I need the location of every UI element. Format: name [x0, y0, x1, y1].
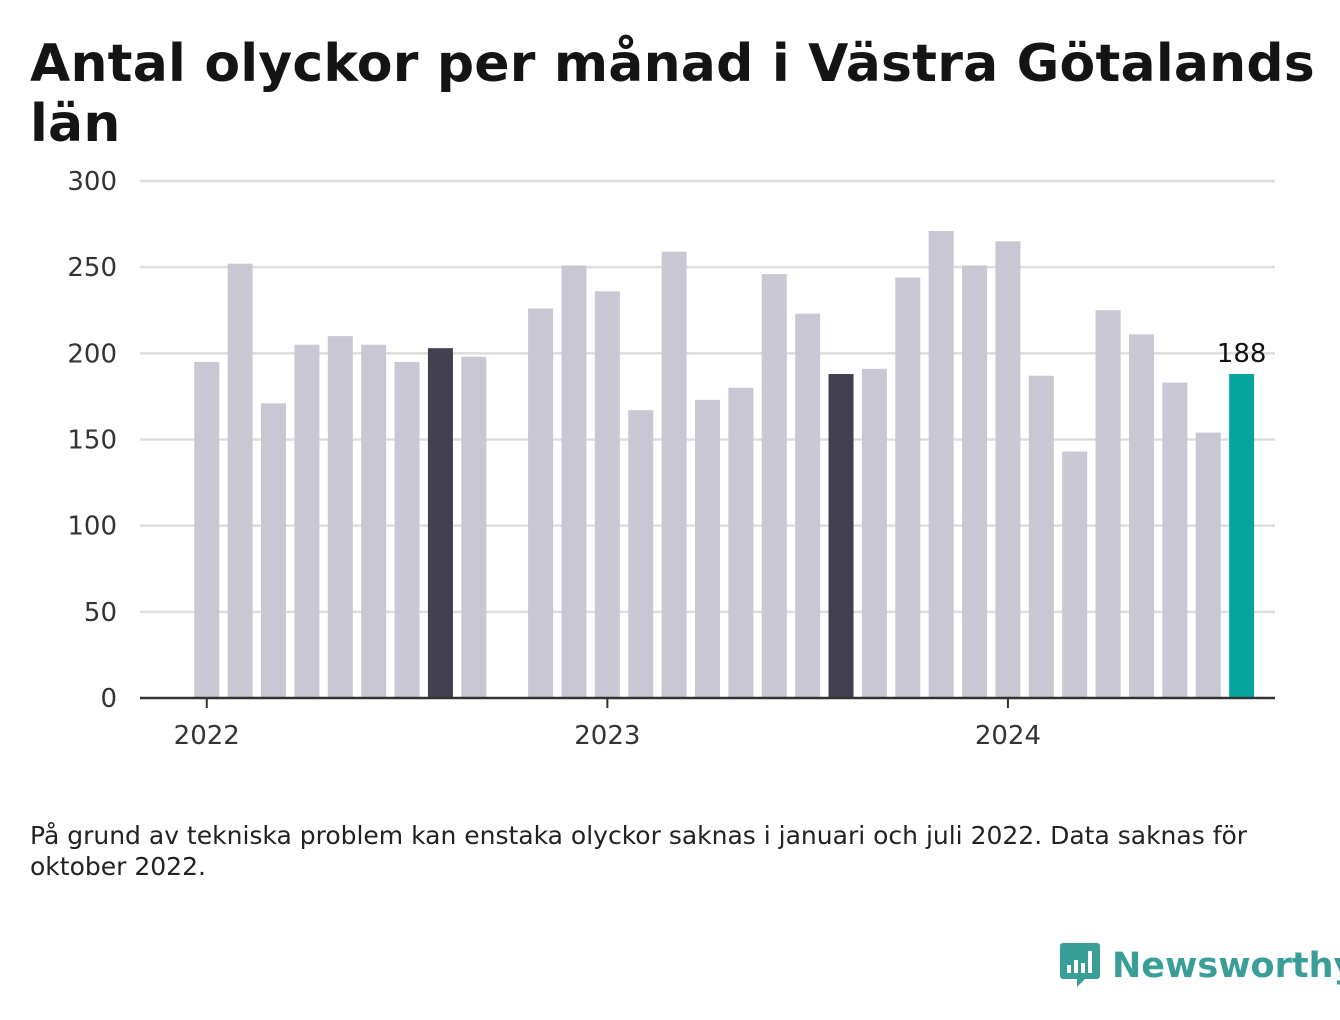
bar-2022-07	[394, 361, 420, 698]
data-labels: 188	[1217, 339, 1267, 369]
y-tick-label: 200	[67, 339, 117, 369]
bar-2024-01	[995, 241, 1021, 699]
bar-2024-07	[1195, 432, 1221, 698]
bar-2023-12	[962, 265, 988, 698]
bar-2024-06	[1162, 382, 1188, 698]
bar-2024-02	[1028, 375, 1054, 698]
bar-2023-02	[628, 410, 654, 698]
bar-2024-05	[1128, 334, 1154, 698]
bar-2022-09	[461, 356, 487, 698]
x-tick-label: 2024	[975, 721, 1041, 751]
x-tick-label: 2023	[574, 721, 640, 751]
y-tick-label: 300	[67, 167, 117, 197]
y-tick-label: 150	[67, 426, 117, 456]
bar-2023-05	[728, 387, 754, 698]
x-axis-ticks: 2022 2023 2024	[174, 698, 1041, 751]
bars	[194, 230, 1255, 699]
bar-2022-03	[261, 403, 287, 698]
newsworthy-logo[interactable]: Newsworthy	[1060, 940, 1340, 992]
bar-2023-01	[594, 291, 620, 698]
bar-chart-speech-bubble-icon	[1060, 939, 1100, 994]
bar-2022-06	[361, 344, 387, 698]
bar-2023-04	[695, 399, 720, 698]
bar-2022-08	[427, 348, 453, 698]
bar-2023-09	[861, 368, 887, 698]
bar-2022-04	[294, 344, 320, 698]
bar-chart: 0 50 100 150 200 250 300 188 2022 2023 2024	[67, 167, 1275, 751]
data-label-2024-08: 188	[1217, 339, 1267, 369]
footnote: På grund av tekniska problem kan enstaka…	[30, 821, 1248, 881]
chart-title: Antal olyckor per månad i Västra Götalan…	[30, 34, 1315, 154]
y-tick-label: 250	[67, 253, 117, 283]
bar-2023-07	[795, 313, 821, 698]
y-tick-label: 50	[84, 598, 117, 628]
bar-2024-03	[1062, 451, 1088, 698]
bar-2022-12	[561, 265, 587, 698]
y-tick-label: 0	[100, 684, 117, 714]
bar-2022-11	[528, 308, 554, 698]
y-tick-label: 100	[67, 512, 117, 542]
bar-2024-08	[1229, 374, 1255, 698]
bar-2022-02	[227, 263, 253, 698]
bar-2023-03	[661, 251, 687, 698]
x-tick-label: 2022	[174, 721, 240, 751]
bar-2023-08	[828, 374, 854, 698]
y-axis-ticks: 0 50 100 150 200 250 300	[67, 167, 117, 714]
bar-2024-04	[1095, 310, 1121, 698]
bar-2022-01	[194, 361, 220, 698]
bar-2023-11	[928, 230, 954, 698]
bar-2022-05	[327, 336, 353, 698]
bar-2023-10	[895, 277, 921, 698]
bar-2023-06	[761, 274, 787, 698]
brand-name: Newsworthy	[1112, 946, 1340, 986]
